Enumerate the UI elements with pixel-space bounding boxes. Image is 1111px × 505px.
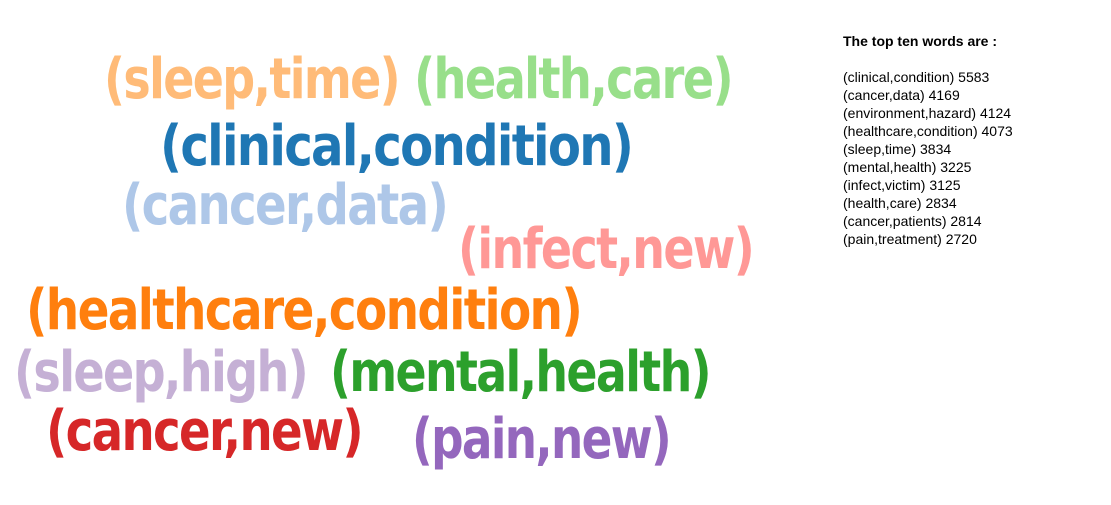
top-word-entry: (cancer,patients) 2814 xyxy=(843,213,982,229)
word-cloud-term: (clinical,condition) xyxy=(160,114,634,179)
word-cloud-term: (sleep,time) xyxy=(104,47,401,112)
top-words-title: The top ten words are : xyxy=(843,33,998,49)
top-word-entry: (health,care) 2834 xyxy=(843,195,957,211)
top-word-entry: (infect,victim) 3125 xyxy=(843,177,961,193)
word-cloud-term: (health,care) xyxy=(414,47,734,112)
top-words-list: (clinical,condition) 5583 (cancer,data) 4… xyxy=(843,68,1103,248)
top-word-entry: (sleep,time) 3834 xyxy=(843,141,952,157)
word-cloud-term: (healthcare,condition) xyxy=(26,278,583,343)
word-cloud-term: (cancer,data) xyxy=(122,173,449,238)
top-words-panel: The top ten words are : (clinical,condit… xyxy=(843,33,1103,248)
word-cloud-term: (sleep,high) xyxy=(14,340,309,405)
top-word-entry: (mental,health) 3225 xyxy=(843,159,972,175)
top-word-entry: (healthcare,condition) 4073 xyxy=(843,123,1013,139)
top-word-entry: (cancer,data) 4169 xyxy=(843,87,960,103)
top-word-entry: (pain,treatment) 2720 xyxy=(843,231,977,247)
word-cloud-term: (infect,new) xyxy=(458,217,755,282)
top-word-entry: (environment,hazard) 4124 xyxy=(843,105,1012,121)
word-cloud-term: (cancer,new) xyxy=(46,399,364,464)
word-cloud-term: (mental,health) xyxy=(330,340,712,405)
word-cloud: (sleep,time) (health,care) (clinical,condi… xyxy=(14,47,755,472)
word-cloud-term: (pain,new) xyxy=(412,407,672,472)
top-word-entry: (clinical,condition) 5583 xyxy=(843,69,990,85)
